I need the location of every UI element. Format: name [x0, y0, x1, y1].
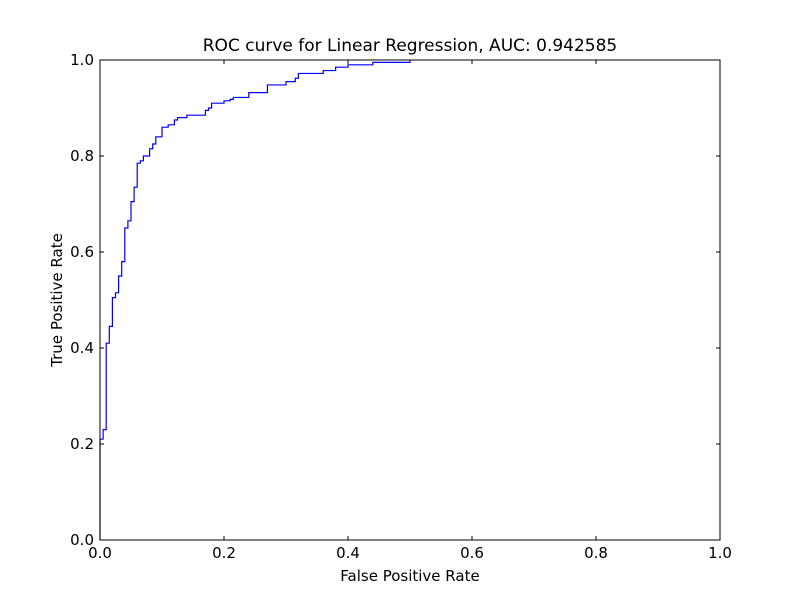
y-axis-label: True Positive Rate [48, 233, 66, 368]
x-tick-label: 0.8 [584, 544, 608, 562]
y-tick-label: 0.2 [70, 435, 94, 453]
x-tick-label: 0.4 [336, 544, 360, 562]
plot-frame [99, 59, 721, 541]
y-tick-label: 0.4 [70, 339, 94, 357]
y-tick-label: 0.6 [70, 243, 94, 261]
y-tick-label: 0.0 [70, 531, 94, 549]
roc-curve-line [99, 60, 411, 540]
series-layer [99, 60, 411, 540]
x-axis-label: False Positive Rate [340, 567, 479, 585]
x-tick-label: 1.0 [708, 544, 732, 562]
y-tick-label: 0.8 [70, 147, 94, 165]
x-tick-label: 0.0 [88, 544, 112, 562]
x-tick-label: 0.6 [460, 544, 484, 562]
axis-tick-labels: 0.0 0.2 0.4 0.6 0.8 1.0 0.0 0.2 0.4 0.6 0.8 1.0 [70, 51, 732, 562]
chart-title: ROC curve for Linear Regression, AUC: 0.… [203, 36, 618, 56]
y-tick-label: 1.0 [70, 51, 94, 69]
x-tick-label: 0.2 [212, 544, 236, 562]
